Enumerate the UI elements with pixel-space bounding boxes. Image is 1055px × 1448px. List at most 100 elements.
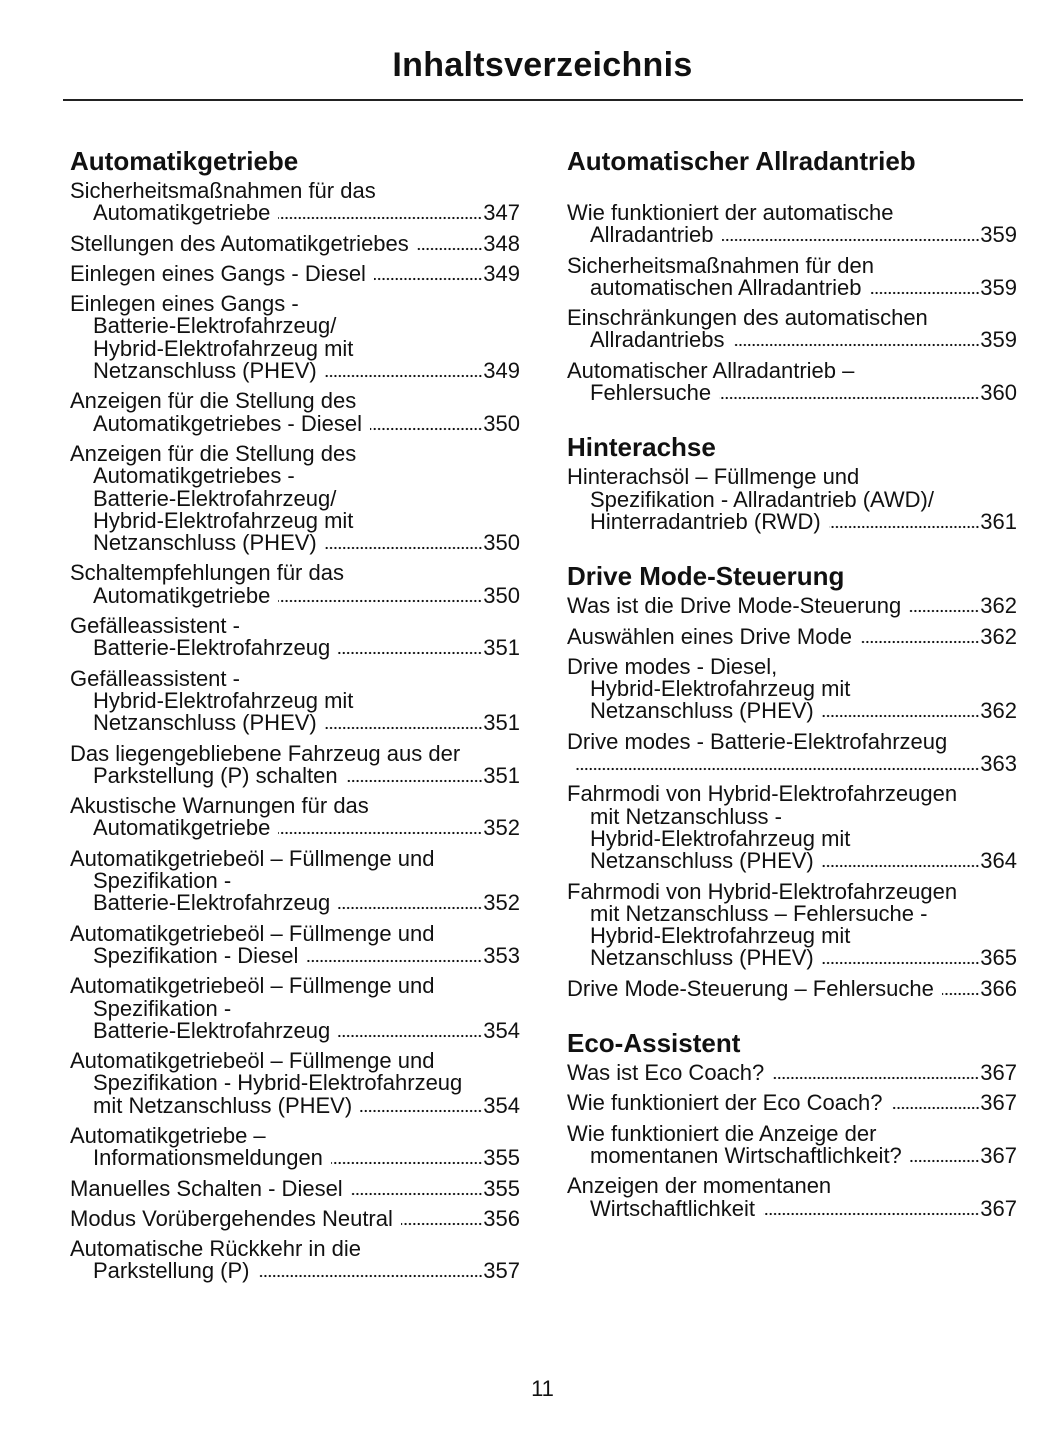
- entry-text: Batterie-Elektrofahrzeug: [93, 1017, 331, 1043]
- toc-section: Automatischer Allradantrieb Wie funktioni…: [567, 144, 1017, 404]
- entry-text: mit Netzanschluss -: [590, 803, 782, 829]
- entry-text: Schaltempfehlungen für das: [70, 560, 344, 586]
- toc-entry: Einlegen eines Gangs - Diesel 349: [70, 260, 520, 286]
- toc-entry: Wie funktioniert der Eco Coach? 367: [567, 1090, 1017, 1116]
- entry-text: Batterie-Elektrofahrzeug/: [93, 485, 337, 511]
- entry-leader: 356: [393, 1207, 520, 1230]
- entry-leader: 362: [901, 594, 1017, 617]
- entry-text: Fahrmodi von Hybrid-Elektrofahrzeugen: [567, 781, 958, 807]
- entry-text: Automatikgetriebe: [93, 815, 271, 841]
- page-ref: 354: [483, 1092, 520, 1118]
- entry-text: Automatikgetriebe: [93, 200, 271, 226]
- entry-text: mit Netzanschluss – Fehlersuche -: [590, 900, 928, 926]
- leader-dots: [257, 1274, 483, 1279]
- page-ref: 353: [483, 942, 520, 968]
- entry-text: Anzeigen für die Stellung des: [70, 440, 357, 466]
- page-ref: 352: [483, 890, 520, 916]
- entry-text: Hybrid-Elektrofahrzeug mit: [590, 825, 851, 851]
- toc-entry: Drive modes - Diesel, Hybrid-Elektrofahrz…: [567, 655, 1017, 723]
- entry-text: Automatische Rückkehr in die: [70, 1236, 362, 1262]
- page-ref: 350: [483, 582, 520, 608]
- leader-dots: [360, 1108, 483, 1113]
- page-ref: 361: [980, 508, 1017, 534]
- entry-list: Hinterachsöl – Füllmenge und Spezifikatio…: [567, 466, 1017, 533]
- entry-text: Spezifikation -: [93, 995, 232, 1021]
- leader-dots: [324, 546, 483, 551]
- toc-entry: Einlegen eines Gangs - Batterie-Elektrofa…: [70, 292, 520, 382]
- toc-entry: Anzeigen der momentanen Wirtschaftlichkei…: [567, 1174, 1017, 1221]
- entry-leader: 367: [883, 1090, 1017, 1116]
- page-ref: 350: [483, 410, 520, 436]
- entry-text: Automatikgetriebeöl – Füllmenge und: [70, 973, 435, 999]
- entry-leader: 359: [725, 329, 1017, 351]
- entry-text: Sicherheitsmaßnahmen für den: [567, 252, 874, 278]
- leader-dots: [416, 246, 483, 251]
- page-ref: 367: [980, 1142, 1017, 1168]
- toc-section: Hinterachse Hinterachsöl – Füllmenge und S…: [567, 430, 1017, 533]
- entry-text: Hybrid-Elektrofahrzeug mit: [93, 687, 354, 713]
- page-ref: 363: [980, 751, 1017, 777]
- leader-dots: [909, 609, 980, 614]
- toc-entry: Anzeigen für die Stellung des Automatikge…: [70, 440, 520, 554]
- toc-entry: Automatische Rückkehr in die Parkstellung…: [70, 1236, 520, 1284]
- page-ref: 347: [483, 200, 520, 226]
- entry-line: Wirtschaftlichkeit 367: [567, 1195, 1017, 1221]
- toc-section: Eco-Assistent Was ist Eco Coach? 367 Wie fu…: [567, 1026, 1017, 1220]
- entry-text: momentanen Wirtschaftlichkeit?: [590, 1142, 902, 1168]
- entry-text: Akustische Warnungen für das: [70, 793, 369, 819]
- leader-dots: [400, 1221, 483, 1226]
- toc-entry: Sicherheitsmaßnahmen für den automatische…: [567, 252, 1017, 300]
- entry-leader: 349: [366, 262, 520, 285]
- entry-leader: 353: [298, 942, 520, 968]
- entry-leader: 359: [862, 276, 1017, 299]
- entry-line: Auswählen eines Drive Mode 362: [567, 625, 1017, 648]
- entry-text: Batterie-Elektrofahrzeug: [93, 635, 331, 661]
- entry-leader: 351: [330, 637, 520, 659]
- entry-text: Wirtschaftlichkeit: [590, 1195, 756, 1221]
- entry-line: Spezifikation - Diesel 353: [70, 942, 520, 968]
- toc-entry: Hinterachsöl – Füllmenge und Spezifikatio…: [567, 466, 1017, 533]
- entry-line: Drive Mode-Steuerung – Fehlersuche 366: [567, 977, 1017, 1000]
- entry-line: Automatikgetriebe 352: [70, 815, 520, 841]
- entry-text: Automatikgetriebes -: [93, 463, 295, 489]
- entry-leader: 349: [317, 359, 520, 382]
- entry-line: Manuelles Schalten - Diesel 355: [70, 1175, 520, 1201]
- entry-text: Einlegen eines Gangs - Diesel: [70, 260, 366, 286]
- leader-dots: [350, 1191, 483, 1196]
- leader-dots: [345, 778, 483, 783]
- entry-text: mit Netzanschluss (PHEV): [93, 1092, 353, 1118]
- entry-text: Einschränkungen des automatischen: [567, 305, 928, 331]
- entry-text: Was ist Eco Coach?: [567, 1060, 765, 1086]
- entry-line: Allradantriebs 359: [567, 327, 1017, 353]
- entry-text: Manuelles Schalten - Diesel: [70, 1175, 343, 1201]
- entry-leader: 362: [852, 625, 1017, 648]
- entry-leader: 350: [270, 582, 520, 608]
- entry-text: Allradantriebs: [590, 327, 725, 353]
- leader-dots: [370, 426, 483, 431]
- page-ref: 357: [483, 1258, 520, 1284]
- entry-text: Spezifikation -: [93, 868, 232, 894]
- page-ref: 359: [980, 327, 1017, 353]
- entry-text: Das liegengebliebene Fahrzeug aus der: [70, 740, 461, 766]
- toc-entry: Stellungen des Automatikgetriebes 348: [70, 232, 520, 255]
- entry-line: Was ist die Drive Mode-Steuerung 362: [567, 594, 1017, 617]
- entry-text: Spezifikation - Diesel: [93, 942, 299, 968]
- entry-line: Batterie-Elektrofahrzeug 351: [70, 635, 520, 661]
- toc-section: Drive Mode-Steuerung Was ist die Drive Mo…: [567, 559, 1017, 1000]
- entry-leader: 351: [338, 764, 520, 787]
- entry-line: mit Netzanschluss (PHEV) 354: [70, 1092, 520, 1118]
- leader-dots: [306, 958, 483, 963]
- entry-text: Automatikgetriebeöl – Füllmenge und: [70, 920, 435, 946]
- entry-line: Netzanschluss (PHEV) 364: [567, 848, 1017, 874]
- entry-text: Automatikgetriebe –: [70, 1122, 266, 1148]
- entry-text: Fahrmodi von Hybrid-Elektrofahrzeugen: [567, 878, 958, 904]
- toc-entry: Wie funktioniert die Anzeige der momentan…: [567, 1122, 1017, 1168]
- entry-text: Automatikgetriebes - Diesel: [93, 410, 363, 436]
- section-title: Automatikgetriebe: [70, 146, 299, 176]
- entry-line: Netzanschluss (PHEV) 349: [70, 359, 520, 382]
- page-ref: 367: [980, 1090, 1017, 1116]
- entry-line: Batterie-Elektrofahrzeug 354: [70, 1017, 520, 1043]
- page-ref: 364: [980, 848, 1017, 874]
- section-title: Hinterachse: [567, 432, 716, 463]
